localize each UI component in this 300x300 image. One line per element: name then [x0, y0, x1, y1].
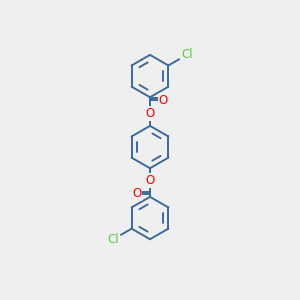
- Text: Cl: Cl: [181, 48, 193, 62]
- Text: O: O: [132, 188, 141, 200]
- Text: O: O: [159, 94, 168, 107]
- Text: O: O: [146, 174, 154, 187]
- Text: Cl: Cl: [107, 233, 119, 246]
- Text: O: O: [146, 107, 154, 120]
